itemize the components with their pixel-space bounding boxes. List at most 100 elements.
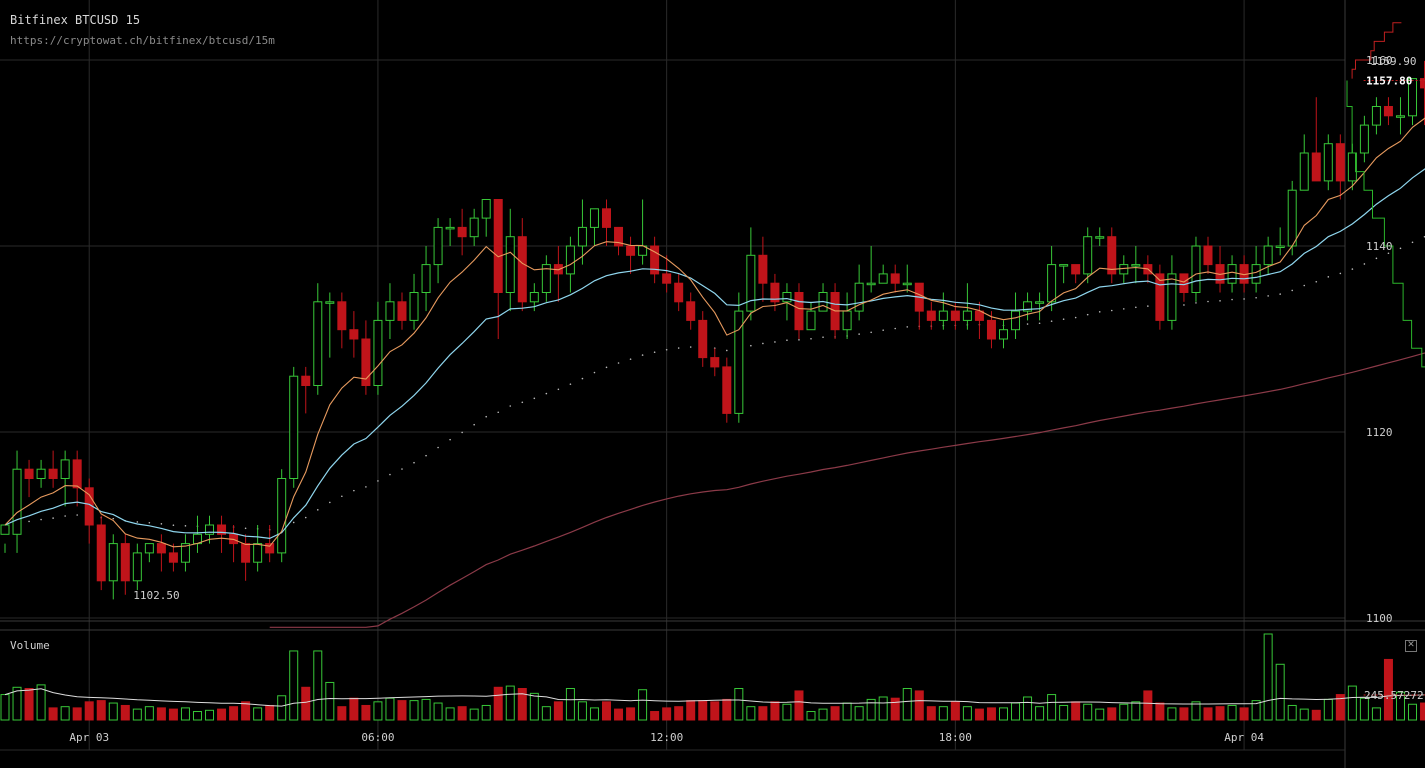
ema-dot [605, 366, 608, 369]
ma-long-line [269, 352, 1425, 628]
volume-bar [229, 706, 239, 721]
ema-dot [1387, 252, 1390, 255]
ema-dot [1339, 272, 1342, 275]
candle-body [421, 264, 431, 294]
volume-bar [72, 707, 82, 721]
candle-body [144, 543, 154, 554]
candle-body [1311, 152, 1321, 182]
candle-body [132, 552, 142, 582]
volume-bar [1011, 702, 1021, 721]
candle-body [361, 338, 371, 386]
volume-bar [565, 688, 575, 721]
volume-bar [638, 689, 648, 721]
ema-dot [1303, 284, 1306, 287]
volume-bar [674, 706, 684, 721]
candle-body [722, 366, 732, 414]
ema-dot [726, 349, 728, 352]
volume-bar [144, 706, 154, 721]
volume-bar [1203, 707, 1213, 721]
volume-bar [1383, 658, 1393, 721]
candle-body [217, 524, 227, 535]
candle-body [1023, 301, 1033, 312]
volume-bar [265, 704, 275, 721]
ema-dot [389, 473, 391, 476]
candle-body [1275, 245, 1285, 248]
volume-bar [1047, 694, 1057, 721]
volume-bar [1155, 702, 1165, 721]
ema-dot [593, 371, 596, 374]
ema-dot [906, 326, 909, 328]
candle-body [313, 301, 323, 386]
x-tick-label: Apr 03 [69, 731, 109, 744]
ema-dot [569, 383, 572, 385]
x-tick-label: 12:00 [650, 731, 683, 744]
candle-body [1263, 245, 1273, 266]
chart-url[interactable]: https://cryptowat.ch/bitfinex/btcusd/15m [10, 34, 275, 47]
volume-bar [217, 708, 227, 721]
candle-body [866, 282, 876, 286]
volume-bar [337, 706, 347, 721]
candle-body [373, 319, 383, 386]
ema-dot [1315, 280, 1318, 283]
candle-body [36, 468, 46, 480]
candle-body [1071, 264, 1081, 275]
ema-dot [1219, 300, 1221, 302]
volume-bar [746, 706, 756, 721]
candle-body [854, 282, 864, 312]
volume-bar [1420, 702, 1425, 721]
ema-dot [822, 336, 824, 338]
candle-body [734, 310, 744, 414]
candle-body [433, 226, 443, 266]
volume-bar [397, 700, 407, 721]
ema-dot [1050, 320, 1053, 322]
ema-dot [1327, 276, 1330, 278]
ema-dot [52, 517, 54, 519]
y-tick-label: 1140 [1366, 240, 1393, 253]
ema-dot [509, 405, 512, 407]
ema-dot [521, 401, 524, 404]
volume-bar [1287, 704, 1297, 721]
time-axis: Apr 03 06:00 12:00 18:00 Apr 04 [69, 731, 1264, 744]
volume-bar [1227, 704, 1237, 721]
candle-body [1287, 189, 1297, 247]
candle-body [1155, 273, 1165, 321]
volume-bar [96, 700, 106, 721]
candle-body [1179, 273, 1189, 293]
ema-dot [365, 486, 367, 488]
volume-bar [998, 707, 1008, 721]
volume-bar [589, 707, 599, 721]
dotted-ema-line [16, 235, 1425, 531]
volume-bar [602, 701, 611, 721]
ema-dot [1195, 302, 1197, 304]
candle-body [277, 478, 287, 554]
x-tick-label: 18:00 [939, 731, 972, 744]
ema-dot [244, 527, 247, 530]
candle-body [60, 459, 70, 479]
candle-body [48, 468, 58, 480]
volume-bar [710, 701, 720, 721]
volume-bar [253, 707, 263, 721]
volume-bar [1059, 704, 1069, 721]
ema-fast-line [4, 117, 1425, 548]
volume-bar [1191, 701, 1201, 721]
candle-body [325, 301, 335, 304]
candle-body [950, 310, 960, 321]
ema-dot [497, 411, 500, 414]
ema-dot [1255, 296, 1257, 299]
ema-dot [401, 468, 403, 470]
candle-body [589, 208, 599, 228]
volume-bar [0, 694, 10, 721]
volume-bar [108, 702, 118, 721]
candle-body [156, 543, 166, 554]
low-label: 1102.50 [133, 589, 179, 602]
ema-dot [425, 454, 427, 457]
candle-body [1359, 124, 1369, 154]
volume-ma-line [4, 688, 1425, 707]
volume-bar [120, 704, 130, 721]
volume-bar [409, 700, 419, 721]
ema-dot [1207, 300, 1209, 303]
candle-body [878, 273, 888, 284]
close-icon[interactable]: ✕ [1405, 640, 1417, 652]
